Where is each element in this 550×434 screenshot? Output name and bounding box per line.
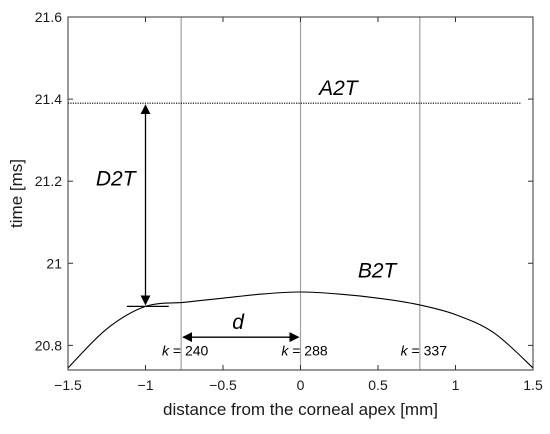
y-axis-label: time [ms] bbox=[7, 159, 26, 228]
x-tick-label: −1.5 bbox=[54, 377, 82, 393]
y-tick-label: 21.2 bbox=[35, 173, 62, 189]
x-tick-label: 1.5 bbox=[523, 377, 543, 393]
y-tick-label: 21.4 bbox=[35, 91, 62, 107]
annotation-d2t: D2T bbox=[96, 167, 138, 190]
y-tick-label: 20.8 bbox=[35, 337, 62, 353]
annotation-a2t: A2T bbox=[317, 77, 360, 100]
x-tick-label: −0.5 bbox=[209, 377, 237, 393]
annotation-b2t: B2T bbox=[358, 260, 399, 283]
k-label: k = 240 bbox=[162, 343, 209, 359]
x-tick-label: 0.5 bbox=[368, 377, 388, 393]
annotation-d: d bbox=[232, 311, 245, 334]
vertical-lines: k = 240 k = 288 k = 337 bbox=[162, 17, 447, 370]
annotations bbox=[126, 104, 300, 343]
x-axis-label: distance from the corneal apex [mm] bbox=[163, 400, 438, 419]
y-axis-ticks: 20.8 21 21.2 21.4 21.6 bbox=[35, 9, 533, 353]
x-tick-label: −1 bbox=[138, 377, 154, 393]
k-label: k = 288 bbox=[281, 343, 328, 359]
x-tick-label: 1 bbox=[452, 377, 460, 393]
x-axis-ticks: −1.5 −1 −0.5 0 0.5 1 1.5 bbox=[54, 17, 543, 393]
x-tick-label: 0 bbox=[297, 377, 305, 393]
k-label: k = 337 bbox=[401, 343, 448, 359]
y-tick-label: 21 bbox=[46, 255, 62, 271]
y-tick-label: 21.6 bbox=[35, 9, 62, 25]
